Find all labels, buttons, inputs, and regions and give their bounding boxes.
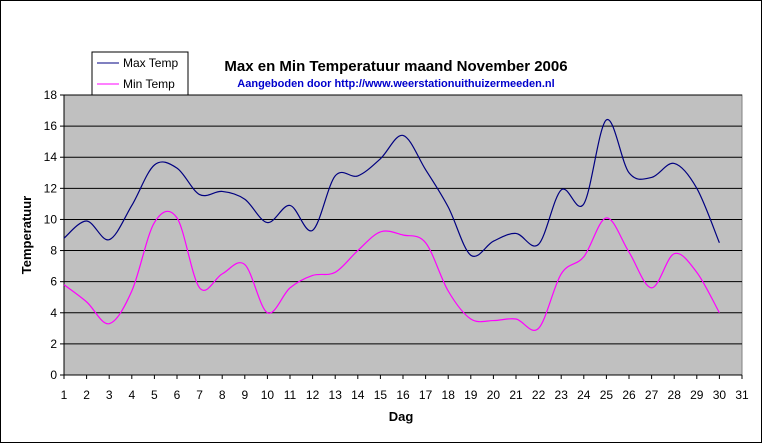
x-tick-label: 9 <box>241 388 248 402</box>
x-tick-label: 19 <box>464 388 478 402</box>
x-tick-label: 30 <box>713 388 727 402</box>
x-tick-label: 23 <box>555 388 569 402</box>
x-tick-label: 15 <box>374 388 388 402</box>
x-tick-label: 31 <box>735 388 749 402</box>
x-tick-label: 13 <box>329 388 343 402</box>
x-tick-label: 2 <box>83 388 90 402</box>
legend: Max Temp Min Temp <box>91 51 189 96</box>
y-axis-title: Temperatuur <box>19 196 34 275</box>
x-tick-label: 22 <box>532 388 546 402</box>
x-tick-label: 7 <box>196 388 203 402</box>
y-tick-label: 4 <box>50 306 57 320</box>
series-line-max-temp <box>63 119 720 257</box>
x-tick-label: 3 <box>106 388 113 402</box>
x-tick-label: 24 <box>577 388 591 402</box>
x-tick-label: 25 <box>600 388 614 402</box>
x-tick-label: 11 <box>284 388 297 402</box>
y-tick-label: 10 <box>44 212 58 226</box>
series-lines <box>63 119 720 331</box>
x-tick-label: 29 <box>690 388 704 402</box>
x-tick-label: 14 <box>351 388 365 402</box>
legend-box <box>91 51 189 96</box>
x-tick-label: 8 <box>219 388 226 402</box>
y-tick-label: 16 <box>44 119 58 133</box>
x-tick-label: 28 <box>668 388 682 402</box>
x-tick-label: 27 <box>645 388 659 402</box>
y-axis-ticks: 0 2 4 6 8 10 12 14 16 18 <box>44 88 64 382</box>
x-tick-label: 12 <box>306 388 320 402</box>
series-line-min-temp <box>63 210 720 331</box>
x-tick-label: 5 <box>151 388 158 402</box>
x-tick-label: 1 <box>61 388 68 402</box>
x-tick-label: 26 <box>622 388 636 402</box>
x-tick-label: 4 <box>128 388 135 402</box>
x-tick-label: 20 <box>487 388 501 402</box>
y-tick-label: 12 <box>44 181 58 195</box>
chart-title: Max en Min Temperatuur maand November 20… <box>224 58 567 75</box>
x-tick-label: 16 <box>396 388 410 402</box>
y-tick-label: 8 <box>50 244 57 258</box>
x-tick-label: 18 <box>442 388 456 402</box>
x-tick-label: 21 <box>509 388 523 402</box>
legend-label-max-temp: Max Temp <box>123 56 178 70</box>
x-tick-label: 17 <box>419 388 433 402</box>
x-axis-title: Dag <box>389 409 414 424</box>
chart-subtitle: Aangeboden door http://www.weerstationui… <box>237 78 554 90</box>
x-axis-ticks: 1 2 3 4 5 6 7 8 9 10 11 12 13 14 15 16 17 18 19 20 21 22 23 24 2… <box>61 375 749 402</box>
y-tick-label: 18 <box>44 88 58 102</box>
x-tick-label: 6 <box>174 388 181 402</box>
y-tick-label: 6 <box>50 275 57 289</box>
x-tick-label: 10 <box>261 388 275 402</box>
y-tick-label: 2 <box>50 337 57 351</box>
y-tick-label: 14 <box>44 150 58 164</box>
legend-label-min-temp: Min Temp <box>123 77 175 91</box>
y-tick-label: 0 <box>50 368 57 382</box>
